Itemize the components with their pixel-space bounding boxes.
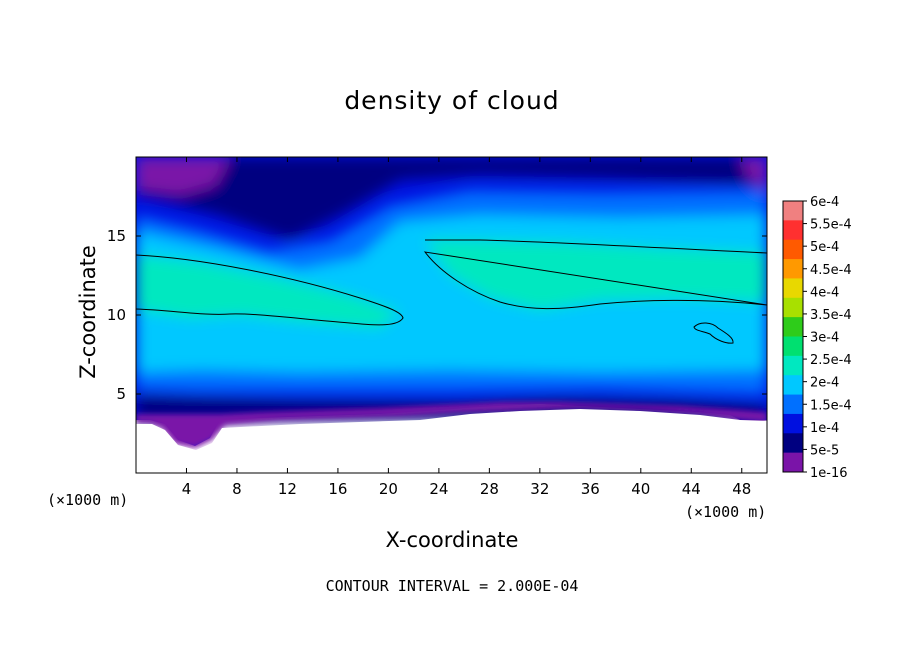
x-tick-label: 36 (581, 480, 600, 498)
contour-line (693, 322, 734, 344)
colorbar-label: 3e-4 (810, 331, 839, 346)
top-right-purple (740, 157, 767, 195)
colorbar-label: 1e-4 (810, 421, 839, 436)
x-tick-label: 8 (232, 480, 242, 498)
chart-title: density of cloud (344, 86, 560, 115)
x-tick-label: 48 (732, 480, 751, 498)
colorbar-swatch (783, 355, 803, 376)
colorbar-label: 5.5e-4 (810, 218, 852, 233)
x-tick-label: 44 (682, 480, 701, 498)
colorbar-label: 2e-4 (810, 376, 839, 391)
x-tick-label: 32 (530, 480, 549, 498)
x-tick-label: 16 (328, 480, 347, 498)
colorbar-swatch (783, 336, 803, 357)
top-left-purple (136, 157, 230, 195)
x-tick-label: 28 (480, 480, 499, 498)
upper-dark-band (136, 157, 767, 240)
density-field (136, 157, 767, 473)
colorbar: 6e-4 5.5e-4 5e-4 4.5e-4 4e-4 3.5e-4 3e-4 2.5e-4… (782, 195, 852, 481)
x-tick-label: 12 (278, 480, 297, 498)
x-tick-label: 20 (379, 480, 398, 498)
contour-line (136, 254, 404, 326)
x-unit-right: (×1000 m) (685, 503, 767, 521)
x-axis-label: X-coordinate (385, 528, 519, 552)
colorbar-label: 4.5e-4 (810, 263, 852, 278)
colorbar-swatch (783, 375, 803, 396)
colorbar-label: 1.5e-4 (810, 398, 852, 413)
colorbar-label: 1e-16 (810, 466, 848, 481)
cyan-left-core (136, 255, 400, 328)
y-tick-label: 10 (107, 306, 126, 324)
colorbar-label: 5e-5 (810, 443, 839, 458)
colorbar-label: 5e-4 (810, 240, 839, 255)
x-unit-left: (×1000 m) (47, 491, 129, 509)
cyan-right-core (425, 240, 767, 310)
y-tick-label: 5 (116, 385, 126, 403)
colorbar-label: 3.5e-4 (810, 308, 852, 323)
colorbar-label: 4e-4 (810, 285, 839, 300)
colorbar-swatch (783, 394, 803, 415)
colorbar-label: 2.5e-4 (810, 353, 852, 368)
colorbar-swatch (783, 433, 803, 454)
colorbar-swatch (783, 317, 803, 337)
x-tick-label: 24 (429, 480, 448, 498)
contour-line (423, 239, 767, 310)
colorbar-swatch (783, 413, 803, 434)
colorbar-swatch (783, 452, 803, 473)
colorbar-label: 6e-4 (810, 195, 839, 210)
colorbar-swatch (783, 259, 803, 279)
colorbar-swatch (783, 297, 803, 318)
bottom-purple-fringe (136, 402, 767, 448)
clear-air (136, 409, 767, 473)
y-tick-label: 15 (107, 227, 126, 245)
x-tick-label: 4 (182, 480, 192, 498)
y-axis-label: Z-coordinate (76, 245, 100, 379)
colorbar-swatch (783, 278, 803, 299)
colorbar-swatch (783, 220, 803, 241)
contour-interval-note: CONTOUR INTERVAL = 2.000E-04 (325, 577, 579, 595)
x-tick-label: 40 (631, 480, 650, 498)
colorbar-swatch (783, 201, 803, 221)
colorbar-swatch (783, 239, 803, 260)
